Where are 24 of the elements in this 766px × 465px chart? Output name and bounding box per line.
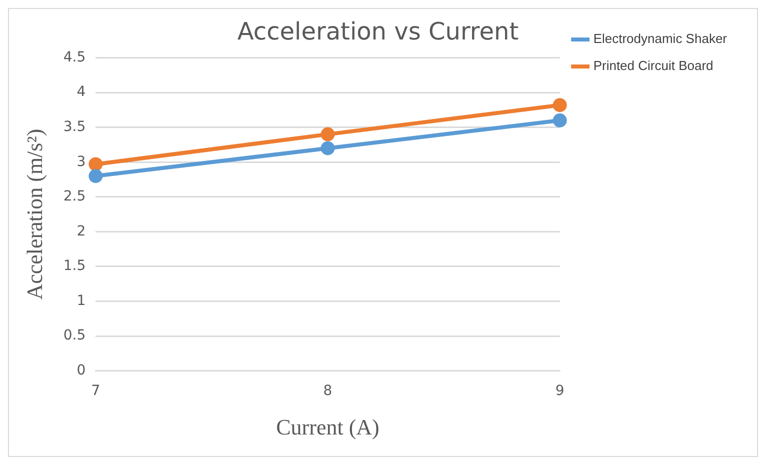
y-tick-label: 4.5 xyxy=(63,49,86,66)
y-tick-label: 0.5 xyxy=(63,328,86,344)
point xyxy=(88,157,103,172)
point xyxy=(320,127,335,142)
chart-title: Acceleration vs Current xyxy=(237,18,519,46)
point xyxy=(552,113,567,128)
x-tick-label: 7 xyxy=(91,382,100,399)
legend-label: Printed Circuit Board xyxy=(593,58,714,74)
point xyxy=(552,98,567,112)
y-tick-label: 1.5 xyxy=(63,258,86,274)
y-tick-label: 3 xyxy=(76,154,86,170)
y-tick-label: 2.5 xyxy=(63,188,86,205)
y-tick-label: 2 xyxy=(76,223,86,240)
x-axis-title: Current (A) xyxy=(276,414,380,440)
x-tick-label: 8 xyxy=(323,382,332,399)
y-tick-label: 4 xyxy=(76,84,86,100)
y-tick-label: 1 xyxy=(76,292,86,309)
y-tick-label: 0 xyxy=(76,362,86,378)
x-tick-label: 9 xyxy=(555,382,564,399)
legend-label: Electrodynamic Shaker xyxy=(593,31,728,46)
point xyxy=(88,169,103,184)
y-tick-label: 3.5 xyxy=(63,118,86,135)
point xyxy=(320,141,335,156)
y-axis-title: Acceleration (m/s²) xyxy=(22,128,47,300)
